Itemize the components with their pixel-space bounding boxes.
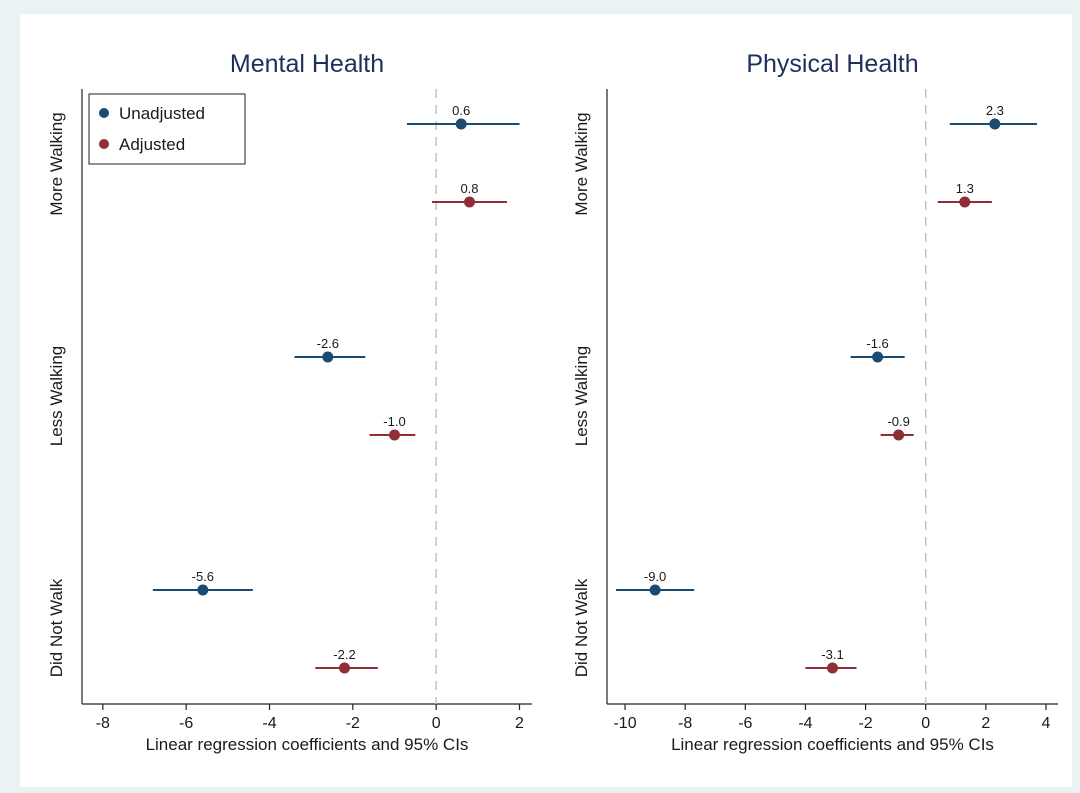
x-tick-label: -2 [346,715,360,732]
data-label-adjusted-less-walking: -0.9 [887,414,909,429]
x-tick-label: 0 [921,715,930,732]
point-adjusted-did-not-walk [339,662,350,674]
x-tick-label: -4 [262,715,276,732]
x-tick-label: -6 [738,715,752,732]
x-tick-label: -2 [858,715,872,732]
data-label-unadjusted-did-not-walk: -5.6 [192,569,214,584]
point-unadjusted-more-walking [455,118,467,130]
data-label-adjusted-did-not-walk: -2.2 [333,647,355,662]
x-tick-label: 4 [1042,715,1051,732]
x-tick-label: -8 [96,715,110,732]
point-unadjusted-less-walking [322,351,334,363]
chart-title: Physical Health [746,50,918,78]
legend-marker-adjusted [99,139,109,149]
x-tick-label: -6 [179,715,193,732]
x-axis-title: Linear regression coefficients and 95% C… [146,735,469,754]
data-label-unadjusted-less-walking: -2.6 [317,336,339,351]
category-label-more-walking: More Walking [572,112,591,215]
data-label-unadjusted-did-not-walk: -9.0 [644,569,666,584]
x-tick-label: 2 [981,715,990,732]
forest-plot-figure: Mental Health -8 -6 -4 -2 0 2 Linear regression… [47,50,1058,754]
x-tick-label: -10 [613,715,636,732]
point-unadjusted-did-not-walk [197,584,209,596]
data-label-unadjusted-less-walking: -1.6 [866,336,888,351]
legend-label-adjusted: Adjusted [119,135,185,154]
point-adjusted-more-walking [959,196,971,208]
category-label-more-walking: More Walking [47,112,66,215]
figure: Mental Health -8 -6 -4 -2 0 2 Linear regression… [20,14,1072,787]
data-label-unadjusted-more-walking: 2.3 [986,103,1004,118]
data-label-adjusted-more-walking: 1.3 [956,181,974,196]
legend-label-unadjusted: Unadjusted [119,104,205,123]
data-label-unadjusted-more-walking: 0.6 [452,103,470,118]
data-label-adjusted-less-walking: -1.0 [383,414,405,429]
x-tick-label: -8 [678,715,692,732]
x-tick-label: 0 [432,715,441,732]
chart-title: Mental Health [230,50,384,78]
category-label-did-not-walk: Did Not Walk [47,578,66,677]
point-unadjusted-did-not-walk [649,584,661,596]
x-tick-label: -4 [798,715,812,732]
legend-box [88,93,246,165]
point-unadjusted-more-walking [989,118,1001,130]
x-axis-title: Linear regression coefficients and 95% C… [671,735,994,754]
point-unadjusted-less-walking [872,351,884,363]
category-label-less-walking: Less Walking [47,346,66,446]
x-tick-label: 2 [515,715,524,732]
category-label-less-walking: Less Walking [572,346,591,446]
data-label-adjusted-did-not-walk: -3.1 [821,647,843,662]
point-adjusted-did-not-walk [827,662,838,674]
point-adjusted-less-walking [893,429,905,441]
category-label-did-not-walk: Did Not Walk [572,578,591,677]
point-adjusted-less-walking [389,429,400,441]
legend-marker-unadjusted [99,108,109,118]
point-adjusted-more-walking [464,196,475,208]
data-label-adjusted-more-walking: 0.8 [460,181,478,196]
